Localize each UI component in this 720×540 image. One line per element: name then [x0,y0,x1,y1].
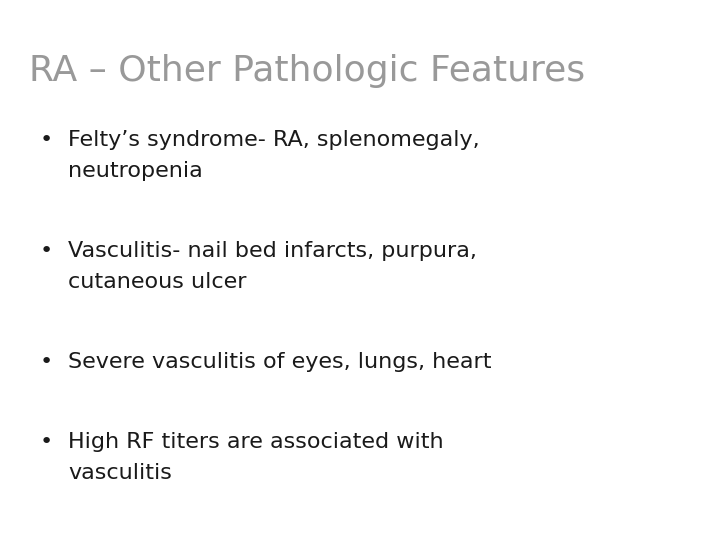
Text: •: • [40,432,53,452]
Text: •: • [40,352,53,372]
Text: High RF titers are associated with: High RF titers are associated with [68,432,444,452]
Text: •: • [40,241,53,261]
Text: Vasculitis- nail bed infarcts, purpura,: Vasculitis- nail bed infarcts, purpura, [68,241,477,261]
Text: RA – Other Pathologic Features: RA – Other Pathologic Features [29,54,585,88]
Text: Felty’s syndrome- RA, splenomegaly,: Felty’s syndrome- RA, splenomegaly, [68,130,480,150]
Text: neutropenia: neutropenia [68,161,203,181]
Text: •: • [40,130,53,150]
Text: Severe vasculitis of eyes, lungs, heart: Severe vasculitis of eyes, lungs, heart [68,352,492,372]
Text: vasculitis: vasculitis [68,463,172,483]
Text: cutaneous ulcer: cutaneous ulcer [68,272,247,292]
